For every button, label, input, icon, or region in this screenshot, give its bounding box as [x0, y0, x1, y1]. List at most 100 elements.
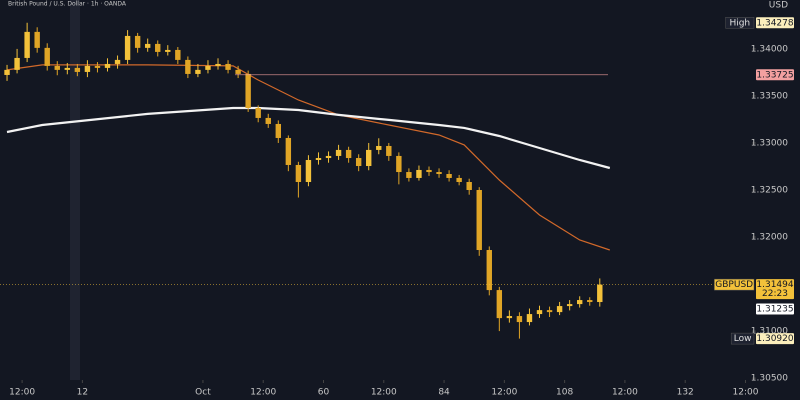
- x-tick-label: 12:00: [9, 388, 35, 398]
- x-tick-label: 12:00: [250, 388, 276, 398]
- candle-body: [54, 65, 60, 70]
- price-tag-value: 1.34278: [756, 18, 793, 28]
- price-tag-name-box: [714, 278, 755, 291]
- session-highlight: [70, 0, 80, 380]
- x-tick-label: 108: [556, 388, 573, 398]
- candle-body: [506, 316, 513, 319]
- candle-body: [144, 43, 151, 48]
- candle-body: [366, 149, 372, 167]
- candle-body: [597, 284, 603, 303]
- moving-average-line: [6, 64, 610, 251]
- candle-body: [195, 69, 201, 74]
- candle-body: [94, 65, 101, 68]
- candle-body: [315, 158, 322, 160]
- x-tick-label: 132: [677, 388, 694, 398]
- price-tag-value: 1.31494: [756, 280, 793, 290]
- y-tick-label: 1.33000: [751, 138, 788, 148]
- candle-body: [275, 123, 281, 138]
- candle-body: [546, 310, 553, 313]
- candle-body: [295, 164, 302, 183]
- x-tick-label: 12:00: [491, 388, 517, 398]
- candle-body: [576, 300, 583, 305]
- price-tag: [756, 333, 794, 345]
- price-tag: [756, 17, 794, 29]
- candle-body: [305, 159, 312, 183]
- candle-body: [235, 69, 241, 74]
- candle-body: [355, 158, 362, 167]
- candle-body: [486, 250, 492, 291]
- x-tick-label: 12:00: [733, 388, 759, 398]
- candle-body: [245, 73, 251, 108]
- candle-body: [215, 63, 221, 66]
- candle-body: [34, 31, 40, 48]
- price-tag: [756, 69, 794, 81]
- candle-body: [285, 137, 292, 165]
- candle-body: [406, 172, 412, 178]
- candle-body: [476, 190, 482, 251]
- moving-average-line: [6, 106, 611, 170]
- price-tag: [756, 279, 794, 300]
- candle-body: [225, 63, 231, 70]
- price-tag-name: GBPUSD: [715, 280, 753, 290]
- candle-body: [124, 35, 131, 60]
- price-tag-name: High: [729, 18, 750, 28]
- candle-body: [64, 67, 71, 70]
- candle-body: [536, 310, 543, 315]
- candle-body: [516, 316, 523, 323]
- candle-body: [185, 59, 191, 74]
- candle-body: [496, 290, 503, 319]
- candle-body: [165, 49, 171, 52]
- candle-body: [44, 47, 50, 66]
- x-tick-label: 12:00: [371, 388, 397, 398]
- price-tag-value: 1.33725: [756, 70, 793, 80]
- currency: USD: [769, 1, 788, 11]
- candle-body: [155, 43, 161, 52]
- candle-body: [335, 149, 342, 156]
- candle-body: [4, 69, 10, 75]
- candle-body: [175, 49, 181, 60]
- candle-body: [376, 145, 382, 150]
- candle-body: [416, 169, 422, 178]
- candle-body: [74, 67, 81, 72]
- countdown: 22:23: [762, 289, 788, 299]
- y-tick-label: 1.33500: [751, 91, 788, 101]
- price-tag: [756, 303, 794, 315]
- candle-body: [456, 177, 462, 183]
- candle-body: [446, 174, 452, 178]
- y-tick-label: 1.30500: [751, 374, 788, 384]
- candle-body: [265, 117, 271, 124]
- price-tag-value: 1.31235: [756, 304, 793, 314]
- x-tick-label: 84: [438, 388, 450, 398]
- candle-body: [205, 65, 211, 70]
- candle-body: [255, 107, 261, 118]
- y-tick-label: 1.31000: [751, 327, 788, 337]
- y-tick-label: 1.34000: [751, 44, 788, 54]
- price-tag-value: 1.30920: [756, 334, 793, 344]
- candle-body: [556, 306, 563, 313]
- candle-body: [396, 155, 402, 173]
- candle-body: [104, 63, 111, 68]
- candle-body: [526, 314, 533, 323]
- candle-body: [14, 57, 20, 70]
- candle-body: [24, 31, 30, 58]
- price-tag-name-box: [725, 17, 755, 29]
- candle-body: [325, 155, 332, 159]
- candle-body: [566, 304, 573, 307]
- x-tick-label: Oct: [195, 388, 211, 398]
- candle-body: [134, 35, 141, 48]
- candle-body: [345, 149, 352, 159]
- price-tag-name: Low: [734, 334, 752, 344]
- candle-body: [436, 172, 442, 175]
- candle-body: [114, 59, 121, 64]
- x-tick-label: 12: [77, 388, 88, 398]
- y-tick-label: 1.32500: [751, 186, 788, 196]
- candle-body: [426, 169, 432, 173]
- candle-body: [386, 145, 392, 156]
- x-tick-label: 12:00: [612, 388, 638, 398]
- price-tag-name-box: [730, 332, 755, 345]
- candle-body: [466, 182, 472, 190]
- candle-body: [587, 300, 593, 303]
- x-tick-label: 60: [318, 388, 330, 398]
